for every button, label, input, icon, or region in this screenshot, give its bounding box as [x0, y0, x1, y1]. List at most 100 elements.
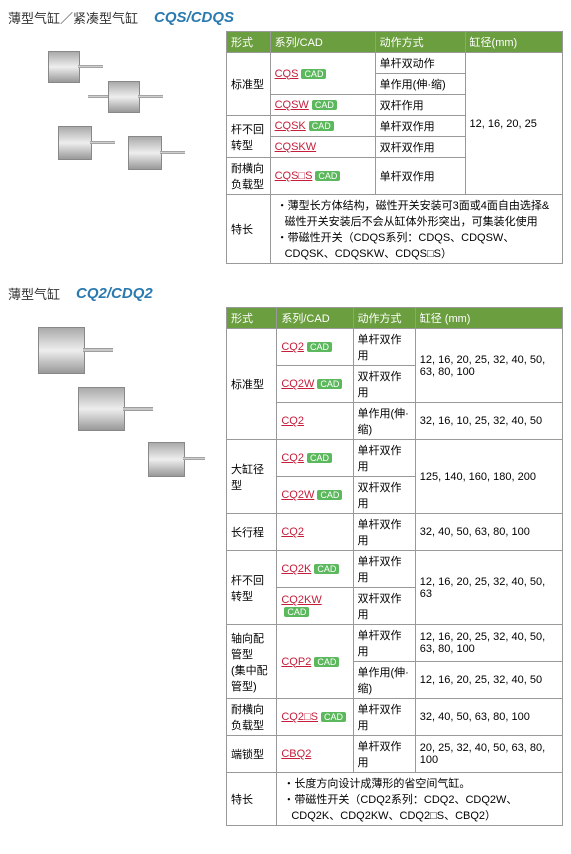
- th-series: 系列/CAD: [270, 32, 375, 53]
- cell-bore: 12, 16, 20, 25: [465, 53, 562, 195]
- th-type: 形式: [227, 32, 271, 53]
- cell-series: CQ2KCAD: [277, 551, 353, 588]
- cell-end: 端锁型: [227, 736, 277, 773]
- link-cq2w[interactable]: CQ2W: [281, 489, 314, 501]
- cell-series: CQ2WCAD: [277, 477, 353, 514]
- spec-table-cq2: 形式 系列/CAD 动作方式 缸径 (mm) 标准型 CQ2CAD 单杆双作用 …: [226, 307, 563, 826]
- cell-special: 特长: [227, 195, 271, 264]
- cell-action: 双杆双作用: [353, 366, 415, 403]
- spec-table-cqs: 形式 系列/CAD 动作方式 缸径(mm) 标准型 CQSCAD 单杆双动作 1…: [226, 31, 563, 264]
- cell-special: 特长: [227, 773, 277, 826]
- link-cqsw[interactable]: CQSW: [275, 99, 309, 111]
- th-bore: 缸径(mm): [465, 32, 562, 53]
- cell-bore: 12, 16, 20, 25, 32, 40, 50, 63, 80, 100: [415, 625, 562, 662]
- cad-icon[interactable]: CAD: [317, 379, 342, 389]
- cell-bore: 12, 16, 20, 25, 32, 40, 50: [415, 662, 562, 699]
- link-cq2k[interactable]: CQ2K: [281, 563, 311, 575]
- cad-icon[interactable]: CAD: [301, 69, 326, 79]
- cell-action: 单作用(伸·缩): [375, 74, 465, 95]
- link-cqsk[interactable]: CQSK: [275, 120, 306, 132]
- bullet: ・带磁性开关（CDQS系列：CDQS、CDQSW、CDQSK、CDQSKW、CD…: [275, 229, 558, 261]
- cad-icon[interactable]: CAD: [312, 100, 337, 110]
- cad-icon[interactable]: CAD: [307, 453, 332, 463]
- cell-action: 单杆双作用: [353, 329, 415, 366]
- title-en: CQ2/CDQ2: [76, 285, 153, 302]
- title-en: CQS/CDQS: [154, 9, 234, 26]
- link-cq2kw[interactable]: CQ2KW: [281, 594, 321, 606]
- cad-icon[interactable]: CAD: [321, 712, 346, 722]
- cell-series: CQ2WCAD: [277, 366, 353, 403]
- cell-series: CQ2□SCAD: [277, 699, 353, 736]
- cell-action: 单杆双作用: [375, 158, 465, 195]
- cad-icon[interactable]: CAD: [314, 564, 339, 574]
- cell-action: 单作用(伸·缩): [353, 662, 415, 699]
- link-cq2[interactable]: CQ2: [281, 341, 304, 353]
- cell-action: 单杆双作用: [353, 514, 415, 551]
- cad-icon[interactable]: CAD: [314, 657, 339, 667]
- cell-series: CQ2: [277, 514, 353, 551]
- th-type: 形式: [227, 308, 277, 329]
- cell-bore: 20, 25, 32, 40, 50, 63, 80, 100: [415, 736, 562, 773]
- th-action: 动作方式: [375, 32, 465, 53]
- cell-series: CQP2CAD: [277, 625, 353, 699]
- cell-lat: 耐横向负载型: [227, 699, 277, 736]
- cell-std: 标准型: [227, 329, 277, 440]
- th-series: 系列/CAD: [277, 308, 353, 329]
- cell-nr: 杆不回转型: [227, 116, 271, 158]
- cell-series: CQSCAD: [270, 53, 375, 95]
- title-bar: 薄型气缸／紧凑型气缸 CQS/CDQS: [8, 8, 563, 27]
- link-cqp2[interactable]: CQP2: [281, 656, 311, 668]
- section-cqs: 薄型气缸／紧凑型气缸 CQS/CDQS 形式 系列/CAD 动作方式 缸径(mm…: [8, 8, 563, 264]
- cell-bore: 32, 40, 50, 63, 80, 100: [415, 514, 562, 551]
- link-cq2[interactable]: CQ2: [281, 526, 304, 538]
- title-cn: 薄型气缸: [8, 284, 60, 303]
- cell-action: 单杆双作用: [353, 625, 415, 662]
- product-image-cq2: [8, 307, 218, 457]
- cell-action: 单杆双作用: [353, 551, 415, 588]
- cell-action: 单杆双动作: [375, 53, 465, 74]
- cell-series: CQ2KWCAD: [277, 588, 353, 625]
- link-cq2[interactable]: CQ2: [281, 452, 304, 464]
- title-cn: 薄型气缸／紧凑型气缸: [8, 8, 138, 27]
- link-cqskw[interactable]: CQSKW: [275, 141, 317, 153]
- bullet: ・薄型长方体结构，磁性开关安装可3面或4面自由选择&磁性开关安装后不会从缸体外形…: [275, 197, 558, 229]
- cell-series: CQS□SCAD: [270, 158, 375, 195]
- cell-series: CQ2: [277, 403, 353, 440]
- cell-lat: 耐横向负载型: [227, 158, 271, 195]
- bullet: ・长度方向设计成薄形的省空间气缸。: [281, 775, 558, 791]
- cad-icon[interactable]: CAD: [309, 121, 334, 131]
- cell-axial: 轴向配管型 (集中配管型): [227, 625, 277, 699]
- cell-long: 长行程: [227, 514, 277, 551]
- cell-series: CQSKCAD: [270, 116, 375, 137]
- cell-action: 单杆双作用: [353, 440, 415, 477]
- link-cq2s[interactable]: CQ2□S: [281, 711, 318, 723]
- link-cqss[interactable]: CQS□S: [275, 170, 313, 182]
- cell-action: 双杆双作用: [353, 477, 415, 514]
- cell-std: 标准型: [227, 53, 271, 116]
- cell-bore: 125, 140, 160, 180, 200: [415, 440, 562, 514]
- link-cq2[interactable]: CQ2: [281, 415, 304, 427]
- cell-series: CQSKW: [270, 137, 375, 158]
- product-image-cqs: [8, 31, 218, 181]
- cell-series: CQSWCAD: [270, 95, 375, 116]
- cad-icon[interactable]: CAD: [307, 342, 332, 352]
- link-cq2w[interactable]: CQ2W: [281, 378, 314, 390]
- cell-action: 双杆双作用: [353, 588, 415, 625]
- cad-icon[interactable]: CAD: [284, 607, 309, 617]
- title-bar: 薄型气缸 CQ2/CDQ2: [8, 284, 563, 303]
- link-cqs[interactable]: CQS: [275, 68, 299, 80]
- cell-action: 单杆双作用: [353, 699, 415, 736]
- cad-icon[interactable]: CAD: [315, 171, 340, 181]
- cell-bore: 32, 40, 50, 63, 80, 100: [415, 699, 562, 736]
- cell-action: 双杆作用: [375, 95, 465, 116]
- cell-special-text: ・薄型长方体结构，磁性开关安装可3面或4面自由选择&磁性开关安装后不会从缸体外形…: [270, 195, 562, 264]
- link-cbq2[interactable]: CBQ2: [281, 748, 311, 760]
- cell-big: 大缸径型: [227, 440, 277, 514]
- cell-bore: 32, 16, 10, 25, 32, 40, 50: [415, 403, 562, 440]
- cell-nr: 杆不回转型: [227, 551, 277, 625]
- cell-bore: 12, 16, 20, 25, 32, 40, 50, 63, 80, 100: [415, 329, 562, 403]
- cell-series: CQ2CAD: [277, 440, 353, 477]
- cell-bore: 12, 16, 20, 25, 32, 40, 50, 63: [415, 551, 562, 625]
- cell-special-text: ・长度方向设计成薄形的省空间气缸。 ・带磁性开关（CDQ2系列：CDQ2、CDQ…: [277, 773, 563, 826]
- cad-icon[interactable]: CAD: [317, 490, 342, 500]
